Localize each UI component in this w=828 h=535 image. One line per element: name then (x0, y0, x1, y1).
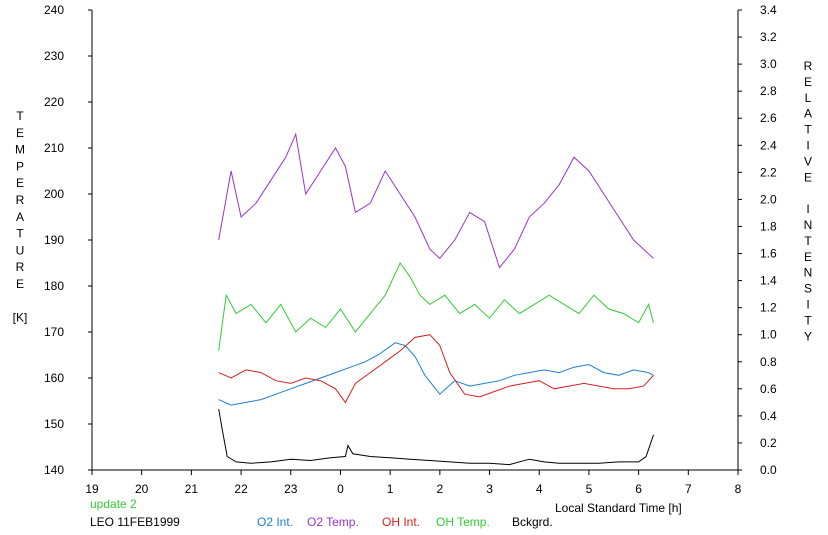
x-tick-label: 7 (685, 482, 692, 496)
right-axis-label-letter: T (804, 234, 812, 248)
update-annotation: update 2 (90, 497, 137, 511)
left-tick-label: 230 (44, 49, 64, 63)
right-tick-label: 0.0 (760, 463, 777, 477)
left-axis-label-letter: T (16, 227, 24, 241)
x-tick-label: 0 (337, 482, 344, 496)
series-line-o2-int (218, 342, 654, 406)
legend-entry: OH Temp. (436, 515, 490, 529)
x-axis-label: Local Standard Time [h] (555, 501, 682, 515)
right-tick-label: 1.6 (760, 247, 777, 261)
right-y-axis: 0.0 0.2 0.4 0.6 0.8 1.0 1.2 1.4 1.6 1.8 2.0 2.2 2.4 2… (738, 3, 777, 477)
right-axis-label-letter: I (806, 298, 809, 312)
left-axis-label-letter: M (15, 143, 25, 157)
right-tick-label: 3.0 (760, 57, 777, 71)
x-tick-label: 3 (486, 482, 493, 496)
x-tick-label: 6 (635, 482, 642, 496)
right-axis-label-letter: A (804, 107, 812, 121)
x-tick-label: 1 (387, 482, 394, 496)
right-tick-label: 2.2 (760, 165, 777, 179)
left-tick-label: 170 (44, 325, 64, 339)
right-axis-label-letter: L (805, 91, 812, 105)
plot-area (218, 132, 654, 466)
right-axis-label-letter: N (804, 266, 813, 280)
right-tick-label: 0.6 (760, 382, 777, 396)
right-tick-label: 3.2 (760, 30, 777, 44)
series-line-o2-temp (218, 132, 654, 269)
right-axis-label-letter: E (804, 170, 812, 184)
right-tick-label: 2.8 (760, 84, 777, 98)
legend-entry: O2 Temp. (307, 515, 359, 529)
x-tick-label: 5 (586, 482, 593, 496)
right-tick-label: 0.2 (760, 436, 777, 450)
left-axis-label-letter: E (16, 126, 24, 140)
left-tick-label: 240 (44, 3, 64, 17)
right-axis-label-letter: R (804, 59, 813, 73)
left-axis-label-letter: R (16, 260, 25, 274)
right-axis-label-letter: Y (804, 329, 812, 343)
x-tick-label: 20 (135, 482, 149, 496)
axes (91, 10, 739, 471)
x-tick-label: 4 (536, 482, 543, 496)
right-tick-label: 0.8 (760, 355, 777, 369)
left-axis-label-letter: P (16, 159, 24, 173)
right-axis-label-letter: I (806, 139, 809, 153)
left-tick-label: 220 (44, 95, 64, 109)
legend-entry: O2 Int. (257, 515, 293, 529)
x-tick-label: 2 (437, 482, 444, 496)
right-axis-label-letter: E (804, 250, 812, 264)
right-tick-label: 1.2 (760, 301, 777, 315)
x-tick-label: 8 (735, 482, 742, 496)
left-axis-label-letter: A (16, 210, 24, 224)
left-axis-label-letter: E (16, 176, 24, 190)
station-annotation: LEO 11FEB1999 (90, 515, 180, 529)
left-axis-label-letter: R (16, 193, 25, 207)
right-tick-label: 3.4 (760, 3, 777, 17)
left-tick-label: 210 (44, 141, 64, 155)
left-tick-label: 160 (44, 371, 64, 385)
x-tick-label: 23 (284, 482, 298, 496)
left-axis-label-letter: T (16, 109, 24, 123)
left-tick-label: 140 (44, 463, 64, 477)
right-axis-label-letter: T (804, 123, 812, 137)
right-tick-label: 1.0 (760, 328, 777, 342)
series-line-bckgrd (218, 409, 654, 466)
left-tick-label: 200 (44, 187, 64, 201)
left-axis-label-letter: U (16, 243, 25, 257)
right-tick-label: 2.4 (760, 138, 777, 152)
right-axis-label-letter: I (806, 202, 809, 216)
right-tick-label: 1.8 (760, 219, 777, 233)
right-axis-label-letter: S (804, 282, 812, 296)
series-line-oh-int (218, 334, 654, 404)
right-axis-label-letter: E (804, 75, 812, 89)
right-axis-label-letter: N (804, 218, 813, 232)
right-tick-label: 0.4 (760, 409, 777, 423)
right-axis-label-letter: V (804, 154, 812, 168)
left-axis-label-letter: E (16, 277, 24, 291)
left-y-axis: 140 150 160 170 180 190 200 210 220 230 240 (44, 3, 92, 477)
legend-entry: Bckgrd. (512, 515, 553, 529)
right-tick-label: 2.0 (760, 192, 777, 206)
x-tick-label: 22 (234, 482, 248, 496)
legend-entry: OH Int. (382, 515, 420, 529)
x-axis: 19 20 21 22 23 0 1 2 3 4 5 6 7 8 (85, 470, 742, 496)
x-tick-label: 19 (85, 482, 99, 496)
left-tick-label: 180 (44, 279, 64, 293)
right-axis-label-letter: T (804, 313, 812, 327)
left-tick-label: 190 (44, 233, 64, 247)
left-tick-label: 150 (44, 417, 64, 431)
series-line-oh-temp (218, 262, 654, 351)
x-tick-label: 21 (185, 482, 199, 496)
left-axis-label-letter: [K] (13, 311, 28, 325)
legend: O2 Int. O2 Temp. OH Int. OH Temp. Bckgrd. (257, 515, 553, 529)
right-tick-label: 2.6 (760, 111, 777, 125)
right-tick-label: 1.4 (760, 274, 777, 288)
